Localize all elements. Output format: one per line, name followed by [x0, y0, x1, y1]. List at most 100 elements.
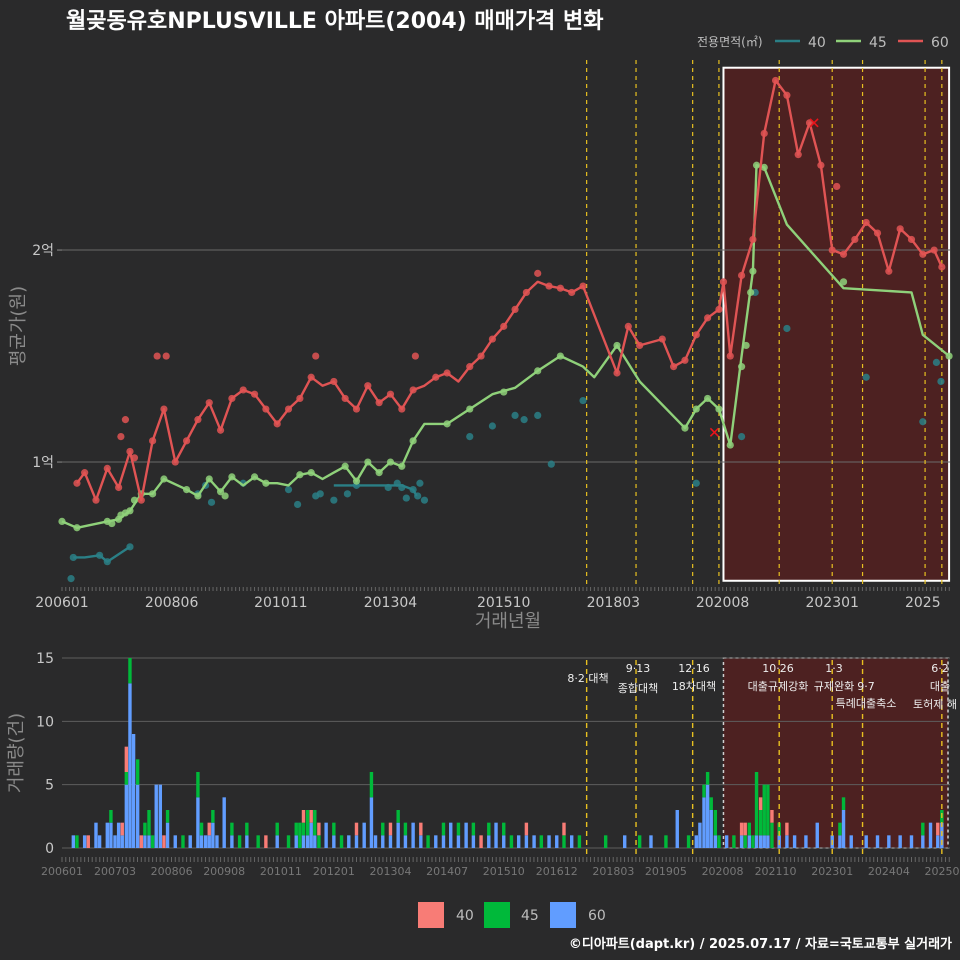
- data-point-45: [149, 490, 157, 498]
- data-point-60: [851, 235, 859, 244]
- data-point-40: [547, 460, 555, 468]
- data-point-60: [833, 182, 841, 191]
- data-point-45: [205, 475, 213, 483]
- volume-bar-60: [569, 835, 574, 848]
- data-point-60: [760, 129, 768, 138]
- event-name-label: 종합대책: [618, 682, 658, 695]
- volume-bar-60: [362, 822, 366, 848]
- data-point-45: [160, 475, 168, 483]
- volume-x-tick-label: 201510: [483, 865, 525, 878]
- data-point-60: [307, 373, 315, 381]
- volume-bar-60: [649, 835, 653, 848]
- volume-bar-45: [426, 835, 430, 848]
- volume-bar-45: [758, 810, 763, 836]
- volume-bar-45: [301, 822, 306, 836]
- volume-bar-60: [388, 835, 393, 848]
- x-tick-label: 201803: [587, 595, 640, 611]
- volume-bar-40: [770, 810, 774, 823]
- volume-bar-45: [396, 810, 400, 823]
- volume-bar-40: [207, 822, 211, 836]
- data-point-45: [466, 405, 474, 413]
- volume-x-tick-label: 202110: [755, 865, 797, 878]
- volume-bar-60: [381, 835, 385, 848]
- y-tick-label: 2억: [32, 243, 54, 259]
- data-point-40: [862, 373, 870, 381]
- data-point-40: [520, 416, 528, 424]
- volume-bar-60: [396, 822, 400, 848]
- data-point-40: [398, 483, 406, 492]
- volume-bar-45: [686, 835, 691, 848]
- volume-bar-45: [143, 822, 147, 836]
- event-date-label: 6·2: [931, 662, 949, 675]
- volume-bar-45: [128, 658, 132, 684]
- data-point-60: [341, 394, 349, 403]
- volume-bar-60: [449, 822, 453, 848]
- volume-bar-45: [603, 835, 608, 848]
- volume-bar-60: [532, 835, 536, 848]
- data-point-60: [704, 314, 712, 322]
- volume-bar-60: [332, 835, 336, 848]
- volume-bar-60: [131, 734, 136, 848]
- volume-bar-60: [305, 835, 310, 848]
- data-point-60: [488, 335, 497, 343]
- volume-panel: 8·2 대책 9·13 종합대책 12·16 18차대책 10·26 대출규제강화 1·3 규제…: [36, 651, 960, 878]
- event-date-label: 1·3: [825, 662, 843, 675]
- volume-bar-60: [936, 835, 940, 848]
- volume-bar-45: [124, 772, 129, 785]
- volume-bar-60: [188, 835, 192, 848]
- data-point-60: [375, 399, 383, 407]
- data-point-60: [719, 278, 728, 286]
- data-point-45: [126, 507, 134, 515]
- volume-bar-45: [245, 822, 249, 836]
- cross-marker: [709, 427, 719, 437]
- data-point-60: [636, 341, 644, 350]
- volume-bar-60: [502, 835, 506, 848]
- volume-bar-60: [434, 835, 438, 848]
- legend-box-60: [550, 902, 576, 928]
- volume-bar-60: [324, 822, 328, 848]
- volume-bar-45: [165, 810, 170, 823]
- data-point-40: [420, 496, 429, 504]
- volume-bar-60: [792, 835, 797, 848]
- volume-bar-40: [936, 822, 940, 836]
- data-point-60: [556, 284, 564, 292]
- event-name-label: 대출규제강화: [748, 680, 809, 693]
- volume-bar-45: [135, 759, 140, 785]
- data-point-60: [130, 454, 139, 462]
- x-tick-label: 200601: [35, 595, 88, 611]
- volume-bar-45: [471, 822, 476, 836]
- data-point-60: [545, 282, 553, 290]
- event-date-label: 9·7: [857, 680, 875, 693]
- volume-bar-60: [403, 835, 408, 848]
- volume-bar-45: [298, 822, 302, 848]
- volume-y-tick-label: 5: [45, 778, 54, 794]
- data-point-40: [284, 486, 293, 494]
- cross-marker: [809, 118, 819, 128]
- data-point-60: [511, 305, 519, 313]
- data-point-60: [749, 235, 757, 244]
- volume-bar-40: [309, 810, 313, 823]
- volume-bar-60: [675, 810, 679, 848]
- volume-legend-label-60: 60: [588, 908, 606, 924]
- data-point-60: [330, 377, 338, 386]
- data-point-45: [375, 469, 383, 477]
- y-tick-label: 1억: [32, 455, 54, 471]
- data-point-60: [658, 335, 666, 343]
- volume-bar-45: [181, 835, 185, 848]
- volume-bar-60: [487, 835, 491, 848]
- data-point-45: [250, 473, 259, 481]
- volume-bar-40: [301, 810, 306, 823]
- data-point-40: [692, 479, 700, 487]
- volume-bar-45: [751, 835, 755, 848]
- data-point-60: [907, 235, 916, 244]
- data-point-45: [737, 363, 746, 371]
- data-point-60: [477, 352, 485, 360]
- data-point-40: [932, 358, 941, 366]
- volume-x-tick-label: 200908: [203, 865, 245, 878]
- event-name-label: 8·2 대책: [567, 672, 608, 685]
- volume-bar-45: [211, 810, 215, 823]
- data-point-60: [896, 225, 904, 233]
- data-point-45: [296, 471, 304, 479]
- volume-legend-label-45: 45: [521, 908, 539, 924]
- volume-bar-45: [921, 822, 925, 836]
